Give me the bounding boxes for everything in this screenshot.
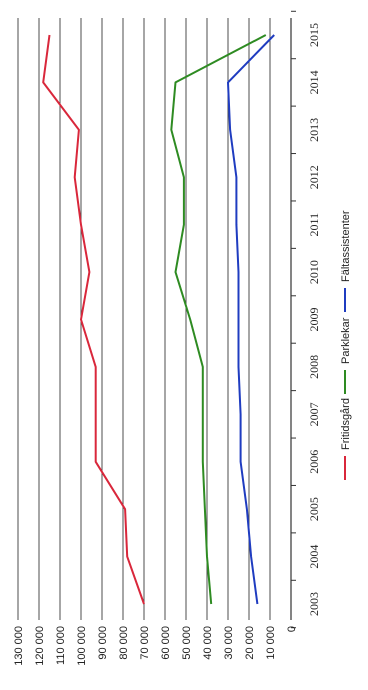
y-tick-label: 10 000 — [265, 626, 277, 660]
y-tick-label: 100 000 — [76, 626, 88, 666]
x-tick-labels: 2003 2004 2005 2006 2007 2008 2009 2010 2011 2012… — [307, 23, 321, 616]
gridlines — [17, 18, 271, 620]
y-tick-label: 70 000 — [139, 626, 151, 660]
y-tick-label: 120 000 — [34, 626, 46, 666]
x-tick-label: 2008 — [307, 355, 321, 379]
x-tick-label: 2015 — [307, 23, 321, 47]
x-tick-label: 2009 — [307, 308, 321, 332]
series-line-Fältassistenter — [227, 34, 275, 605]
series-line-Parklekar — [170, 34, 267, 605]
series-line-Fritidsgård — [42, 34, 145, 605]
y-tick-label: 130 000 — [13, 626, 25, 666]
x-tick-label: 2011 — [307, 213, 321, 237]
legend-label: Fältassistenter — [340, 210, 352, 282]
y-tick-labels: 0 10 000 20 000 30 000 40 000 50 000 60 000 70 … — [13, 626, 298, 666]
y-tick-label: 80 000 — [118, 626, 130, 660]
x-tick-label: 2004 — [307, 545, 321, 569]
legend: Fritidsgård Parklekar Fältassistenter — [340, 210, 352, 480]
legend-label: Parklekar — [340, 317, 352, 364]
axes — [290, 10, 296, 629]
x-tick-label: 2005 — [307, 497, 321, 521]
x-tick-label: 2010 — [307, 260, 321, 284]
y-tick-label: 60 000 — [160, 626, 172, 660]
y-tick-label: 50 000 — [181, 626, 193, 660]
series-lines — [42, 34, 275, 605]
y-tick-label: 0 — [286, 626, 298, 632]
y-tick-label: 40 000 — [202, 626, 214, 660]
x-tick-label: 2013 — [307, 118, 321, 142]
y-tick-label: 30 000 — [223, 626, 235, 660]
x-tick-label: 2006 — [307, 450, 321, 474]
x-tick-label: 2007 — [307, 402, 321, 426]
y-tick-label: 20 000 — [244, 626, 256, 660]
x-tick-label: 2014 — [307, 70, 321, 94]
x-tick-label: 2003 — [307, 592, 321, 616]
x-tick-label: 2012 — [307, 165, 321, 189]
y-tick-label: 110 000 — [55, 626, 67, 665]
y-tick-label: 90 000 — [97, 626, 109, 660]
legend-label: Fritidsgård — [340, 398, 352, 450]
